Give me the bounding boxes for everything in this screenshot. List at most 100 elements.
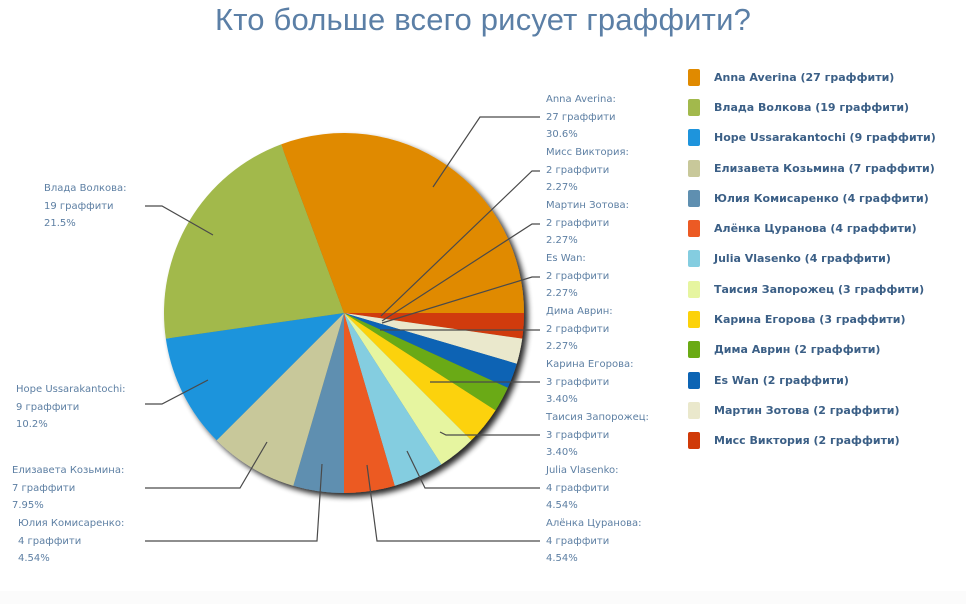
label-percent: 2.27%: [546, 182, 578, 193]
legend-label: Алёнка Цуранова (4 граффити): [714, 222, 917, 236]
label-percent: 3.40%: [546, 447, 578, 458]
slice-label-karina: Карина Егорова: 3 граффити 3.40%: [546, 356, 633, 409]
legend-swatch: [688, 432, 700, 450]
pie-slice[interactable]: [344, 313, 508, 411]
legend-item[interactable]: Anna Averina (27 граффити): [688, 62, 966, 92]
legend-item[interactable]: Es Wan (2 граффити): [688, 365, 966, 395]
legend-item[interactable]: Мисс Виктория (2 граффити): [688, 426, 966, 456]
label-name: Елизавета Козьмина:: [12, 465, 125, 476]
slice-label-hope: Hope Ussarakantochi: 9 граффити 10.2%: [16, 381, 126, 434]
pie-slice[interactable]: [293, 313, 344, 493]
legend: Anna Averina (27 граффити) Влада Волкова…: [688, 62, 966, 456]
slice-label-eliz: Елизавета Козьмина: 7 граффити 7.95%: [12, 462, 124, 515]
slice-label-anna: Anna Averina: 27 граффити 30.6%: [546, 91, 616, 144]
legend-swatch: [688, 401, 700, 419]
legend-item[interactable]: Julia Vlasenko (4 граффити): [688, 244, 966, 274]
label-count: 4 граффити: [18, 535, 82, 547]
label-count: 19 граффити: [44, 200, 114, 212]
slice-label-miss: Мисс Виктория: 2 граффити 2.27%: [546, 144, 629, 197]
label-count: 2 граффити: [546, 164, 610, 176]
label-percent: 4.54%: [546, 553, 578, 564]
legend-item[interactable]: Алёнка Цуранова (4 граффити): [688, 213, 966, 243]
label-name: Карина Егорова:: [546, 359, 634, 370]
chart-title: Кто больше всего рисует граффити?: [214, 2, 752, 37]
pie-slices: [163, 133, 525, 493]
legend-swatch: [688, 68, 700, 86]
label-name: Anna Averina:: [546, 94, 616, 105]
label-name: Hope Ussarakantochi:: [16, 384, 126, 395]
label-count: 9 граффити: [16, 401, 80, 413]
leader-line-martin: [381, 223, 540, 322]
pie-slice[interactable]: [344, 313, 442, 486]
legend-swatch: [688, 280, 700, 298]
slice-label-yulia: Юлия Комисаренко: 4 граффити 4.54%: [18, 515, 124, 568]
label-name: Мартин Зотова:: [546, 200, 630, 211]
legend-label: Es Wan (2 граффити): [714, 373, 849, 387]
legend-label: Елизавета Козьмина (7 граффити): [714, 161, 935, 175]
legend-item[interactable]: Влада Волкова (19 граффити): [688, 92, 966, 122]
label-name: Юлия Комисаренко:: [18, 518, 125, 529]
label-count: 2 граффити: [546, 217, 610, 229]
slice-label-martin: Мартин Зотова: 2 граффити 2.27%: [546, 197, 629, 250]
slice-label-eswan: Es Wan: 2 граффити 2.27%: [546, 250, 609, 303]
label-count: 2 граффити: [546, 323, 610, 335]
label-count: 4 граффити: [546, 482, 610, 494]
pie-slice[interactable]: [163, 144, 344, 339]
legend-swatch: [688, 371, 700, 389]
leader-line-vlada: [145, 205, 214, 236]
label-count: 7 граффити: [12, 482, 76, 494]
legend-item[interactable]: Юлия Комисаренко (4 граффити): [688, 183, 966, 213]
slice-label-vlada: Влада Волкова: 19 граффити 21.5%: [44, 180, 127, 233]
label-percent: 2.27%: [546, 288, 578, 299]
label-count: 4 граффити: [546, 535, 610, 547]
label-percent: 10.2%: [16, 419, 48, 430]
slice-label-julia: Julia Vlasenko: 4 граффити 4.54%: [546, 462, 619, 515]
legend-label: Влада Волкова (19 граффити): [714, 100, 910, 114]
label-name: Es Wan:: [546, 253, 586, 264]
legend-item[interactable]: Елизавета Козьмина (7 граффити): [688, 153, 966, 183]
label-percent: 3.40%: [546, 394, 578, 405]
legend-item[interactable]: Hope Ussarakantochi (9 граффити): [688, 123, 966, 153]
leader-line-julia: [406, 450, 540, 489]
legend-label: Мартин Зотова (2 граффити): [714, 403, 900, 417]
label-count: 27 граффити: [546, 111, 616, 123]
legend-item[interactable]: Дима Аврин (2 граффити): [688, 335, 966, 365]
legend-item[interactable]: Таисия Запорожец (3 граффити): [688, 274, 966, 304]
pie-slice[interactable]: [344, 313, 496, 441]
legend-swatch: [688, 341, 700, 359]
pie-slice[interactable]: [344, 313, 523, 364]
label-count: 3 граффити: [546, 376, 610, 388]
label-percent: 4.54%: [18, 553, 50, 564]
label-name: Таисия Запорожец:: [546, 412, 649, 423]
leader-line-miss: [380, 170, 540, 317]
pie-slice[interactable]: [344, 313, 472, 465]
label-count: 2 граффити: [546, 270, 610, 282]
legend-item[interactable]: Мартин Зотова (2 граффити): [688, 395, 966, 425]
pie-slice[interactable]: [165, 313, 344, 441]
label-name: Алёнка Цуранова:: [546, 518, 642, 529]
legend-swatch: [688, 311, 700, 329]
leader-line-alenka: [366, 464, 540, 542]
pie-slice[interactable]: [216, 313, 344, 486]
legend-swatch: [688, 250, 700, 268]
legend-swatch: [688, 129, 700, 147]
leader-line-yulia: [145, 463, 323, 542]
slice-label-dima: Дима Аврин: 2 граффити 2.27%: [546, 303, 613, 356]
leader-line-taisia: [439, 431, 540, 436]
label-count: 3 граффити: [546, 429, 610, 441]
legend-label: Hope Ussarakantochi (9 граффити): [714, 131, 936, 145]
pie-slice[interactable]: [344, 313, 525, 339]
legend-swatch: [688, 98, 700, 116]
leader-line-eliz: [145, 441, 268, 489]
label-percent: 7.95%: [12, 500, 44, 511]
pie-slice[interactable]: [344, 313, 395, 493]
label-percent: 2.27%: [546, 341, 578, 352]
legend-label: Anna Averina (27 граффити): [714, 70, 895, 84]
label-name: Влада Волкова:: [44, 183, 127, 194]
legend-item[interactable]: Карина Егорова (3 граффити): [688, 304, 966, 334]
label-percent: 2.27%: [546, 235, 578, 246]
leader-line-eswan: [381, 276, 540, 324]
pie-slice[interactable]: [344, 313, 517, 388]
slice-label-taisia: Таисия Запорожец: 3 граффити 3.40%: [546, 409, 649, 462]
